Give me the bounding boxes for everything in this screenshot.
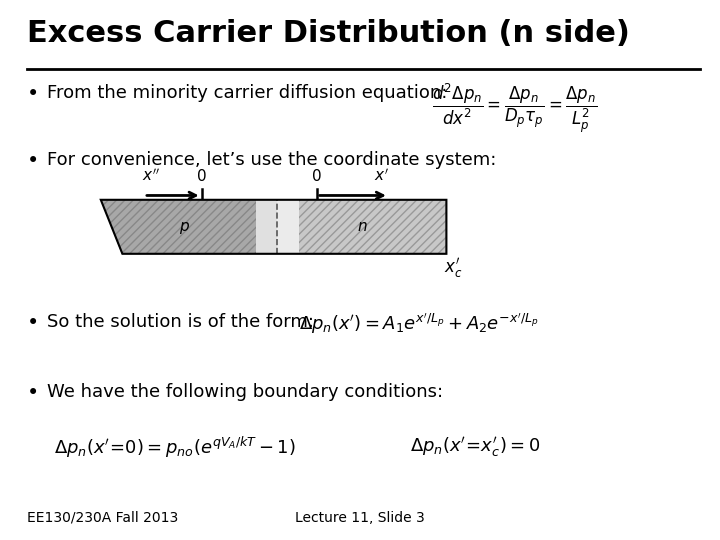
Text: $\Delta p_n(x') = A_1 e^{x'/L_p} + A_2 e^{-x'/L_p}$: $\Delta p_n(x') = A_1 e^{x'/L_p} + A_2 e… — [299, 310, 539, 335]
Text: •: • — [27, 151, 40, 171]
Text: n: n — [357, 219, 366, 234]
Text: $0$: $0$ — [312, 167, 322, 184]
Text: •: • — [27, 84, 40, 104]
Polygon shape — [277, 200, 446, 254]
Polygon shape — [256, 200, 277, 254]
Text: p: p — [179, 219, 189, 234]
Text: For convenience, let’s use the coordinate system:: For convenience, let’s use the coordinat… — [47, 151, 496, 169]
Text: $\dfrac{d^2\Delta p_n}{dx^2} = \dfrac{\Delta p_n}{D_p\tau_p} = \dfrac{\Delta p_n: $\dfrac{d^2\Delta p_n}{dx^2} = \dfrac{\D… — [432, 81, 597, 134]
Text: •: • — [27, 313, 40, 333]
Text: $\Delta p_n(x'\!=\!x_c')= 0$: $\Delta p_n(x'\!=\!x_c')= 0$ — [410, 435, 541, 458]
Text: $0$: $0$ — [197, 167, 207, 184]
Polygon shape — [277, 200, 299, 254]
Text: From the minority carrier diffusion equation:: From the minority carrier diffusion equa… — [47, 84, 447, 102]
Text: We have the following boundary conditions:: We have the following boundary condition… — [47, 383, 443, 401]
Text: $\Delta p_n(x'\!=\!0) = p_{no}(e^{qV_A/kT}-1)$: $\Delta p_n(x'\!=\!0) = p_{no}(e^{qV_A/k… — [54, 435, 296, 460]
Text: $x''$: $x''$ — [143, 167, 160, 184]
Text: EE130/230A Fall 2013: EE130/230A Fall 2013 — [27, 511, 179, 525]
Text: Lecture 11, Slide 3: Lecture 11, Slide 3 — [295, 511, 425, 525]
Text: •: • — [27, 383, 40, 403]
Text: $x'$: $x'$ — [374, 167, 389, 184]
Text: So the solution is of the form:: So the solution is of the form: — [47, 313, 314, 331]
Text: Excess Carrier Distribution (n side): Excess Carrier Distribution (n side) — [27, 19, 630, 48]
Text: $x_c'$: $x_c'$ — [444, 256, 463, 280]
Polygon shape — [101, 200, 277, 254]
